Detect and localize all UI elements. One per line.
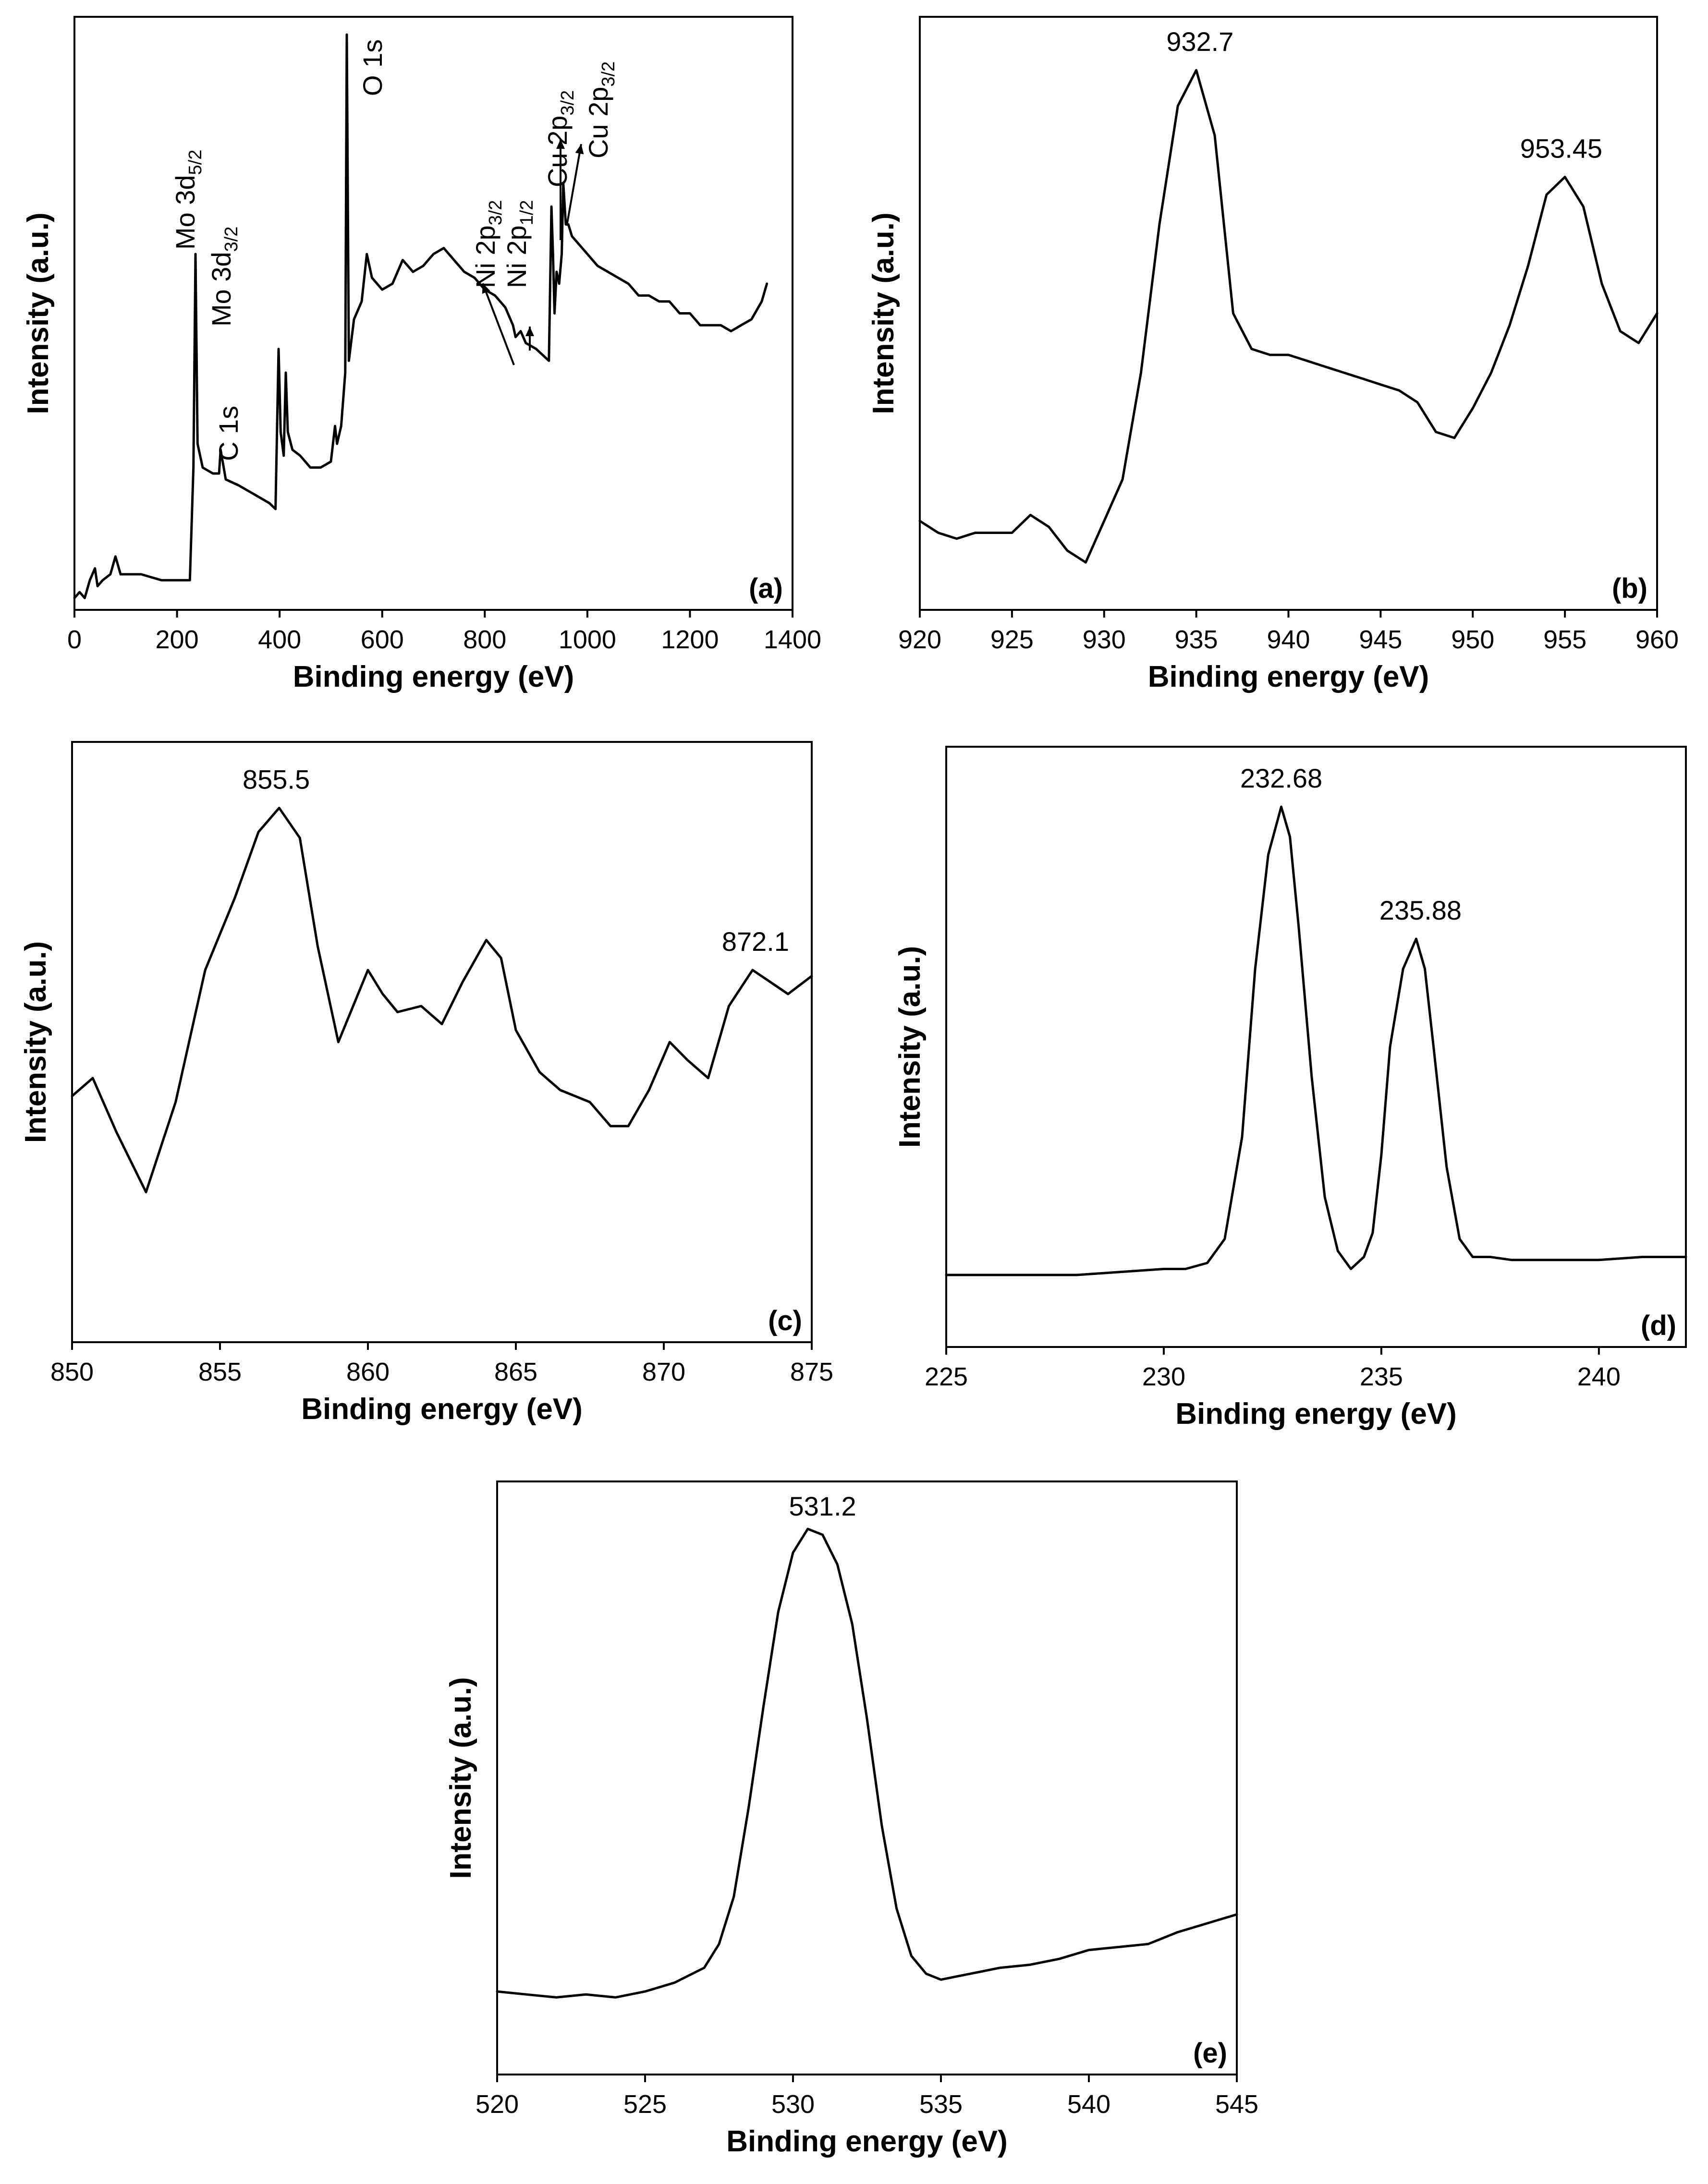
plot-frame-a xyxy=(73,16,793,611)
plot-frame-c xyxy=(71,741,813,1343)
peak-label-b: 932.7 xyxy=(1166,26,1233,57)
peak-label-c: 872.1 xyxy=(722,926,789,957)
plot-frame-e xyxy=(496,1480,1238,2075)
x-tick-label-b: 960 xyxy=(1635,625,1679,654)
panel-tag-d: (d) xyxy=(1641,1310,1676,1341)
x-tick-label-c: 870 xyxy=(642,1358,685,1386)
x-tick-label-a: 0 xyxy=(67,625,82,654)
annotation-label-a: Mo 3d3/2 xyxy=(206,227,242,327)
panel-tag-e: (e) xyxy=(1193,2038,1227,2069)
x-tick-label-d: 230 xyxy=(1142,1362,1185,1391)
x-tick-label-c: 875 xyxy=(790,1358,833,1386)
annotation-label-a: Ni 2p1/2 xyxy=(501,200,537,288)
peak-label-d: 235.88 xyxy=(1379,895,1462,925)
panel-c-ni2p-spectrum: 850 855 860 865 870 875 Binding energy (eV) Int… xyxy=(19,741,833,1426)
peak-label-d: 232.68 xyxy=(1240,763,1322,793)
x-tick-label-d: 240 xyxy=(1577,1362,1621,1391)
y-axis-label-e: Intensity (a.u.) xyxy=(444,1677,477,1879)
x-tick-label-b: 930 xyxy=(1083,625,1126,654)
x-tick-label-e: 535 xyxy=(919,2090,963,2119)
x-tick-label-a: 1000 xyxy=(559,625,616,654)
x-tick-label-a: 1400 xyxy=(764,625,821,654)
x-tick-label-a: 1200 xyxy=(661,625,719,654)
x-tick-label-c: 855 xyxy=(198,1358,242,1386)
plot-frame-b xyxy=(919,16,1658,611)
panel-b-cu2p-spectrum: 920 925 930 935 940 945 950 955 960 Binding energ… xyxy=(867,16,1679,693)
x-tick-label-e: 540 xyxy=(1067,2090,1110,2119)
plot-frame-d xyxy=(945,746,1687,1348)
x-tick-label-b: 955 xyxy=(1543,625,1586,654)
spectrum-line-d xyxy=(945,805,1687,1276)
x-tick-label-a: 600 xyxy=(361,625,404,654)
annotation-label-a: Cu 2p3/2 xyxy=(542,90,578,187)
x-tick-label-b: 940 xyxy=(1267,625,1310,654)
panel-d-mo3d-spectrum: 225 230 235 240 Binding energy (eV) Intensity… xyxy=(893,746,1687,1431)
peak-label-b: 953.45 xyxy=(1520,133,1602,163)
x-axis-label-d: Binding energy (eV) xyxy=(1175,1397,1457,1431)
x-tick-label-e: 545 xyxy=(1215,2090,1258,2119)
y-axis-label-b: Intensity (a.u.) xyxy=(867,212,900,414)
x-axis-label-c: Binding energy (eV) xyxy=(301,1393,583,1426)
panel-e-o1s-spectrum: 520 525 530 535 540 545 Binding energy (eV) Int… xyxy=(444,1480,1258,2158)
panel-tag-b: (b) xyxy=(1612,573,1647,604)
x-tick-label-c: 865 xyxy=(494,1358,537,1386)
x-tick-label-a: 800 xyxy=(463,625,506,654)
annotation-arrowhead-a xyxy=(575,144,584,155)
x-axis-label-a: Binding energy (eV) xyxy=(293,660,574,693)
x-tick-label-c: 850 xyxy=(50,1358,94,1386)
annotation-label-a: Cu 2p3/2 xyxy=(583,61,619,158)
x-tick-label-b: 925 xyxy=(990,625,1034,654)
x-tick-label-b: 945 xyxy=(1359,625,1402,654)
annotation-arrowhead-a xyxy=(556,139,565,149)
annotation-arrowhead-a xyxy=(525,327,534,336)
spectrum-line-c xyxy=(71,807,813,1193)
annotation-arrowhead-a xyxy=(482,283,490,294)
spectrum-line-b xyxy=(918,69,1659,564)
x-axis-label-b: Binding energy (eV) xyxy=(1148,660,1429,693)
x-tick-label-e: 525 xyxy=(623,2090,667,2119)
annotation-label-a: C 1s xyxy=(213,406,244,461)
x-tick-label-e: 520 xyxy=(476,2090,519,2119)
y-axis-label-a: Intensity (a.u.) xyxy=(22,212,55,414)
annotation-arrow-a xyxy=(482,283,515,365)
x-tick-label-b: 935 xyxy=(1175,625,1218,654)
x-axis-label-e: Binding energy (eV) xyxy=(726,2125,1008,2158)
spectrum-line-e xyxy=(496,1528,1238,1999)
panel-a-survey-spectrum: 0 200 400 600 800 1000 1200 1400 Binding energy … xyxy=(22,16,821,693)
x-tick-label-c: 860 xyxy=(346,1358,390,1386)
peak-label-c: 855.5 xyxy=(243,764,310,795)
y-axis-label-c: Intensity (a.u.) xyxy=(19,941,52,1143)
x-tick-label-a: 200 xyxy=(156,625,199,654)
x-tick-label-d: 225 xyxy=(925,1362,968,1391)
x-tick-label-d: 235 xyxy=(1360,1362,1403,1391)
x-tick-label-b: 920 xyxy=(898,625,941,654)
x-tick-label-a: 400 xyxy=(258,625,301,654)
y-axis-label-d: Intensity (a.u.) xyxy=(893,946,927,1148)
peak-label-e: 531.2 xyxy=(789,1491,856,1521)
x-tick-label-b: 950 xyxy=(1451,625,1494,654)
annotation-label-a: O 1s xyxy=(357,39,388,96)
annotation-arrow-a xyxy=(566,144,582,226)
spectrum-line-a xyxy=(73,33,769,599)
panel-tag-a: (a) xyxy=(749,573,783,604)
x-tick-label-e: 530 xyxy=(771,2090,815,2119)
annotation-label-a: Mo 3d5/2 xyxy=(170,150,206,250)
panel-tag-c: (c) xyxy=(768,1305,802,1336)
annotation-label-a: Ni 2p3/2 xyxy=(470,200,506,288)
